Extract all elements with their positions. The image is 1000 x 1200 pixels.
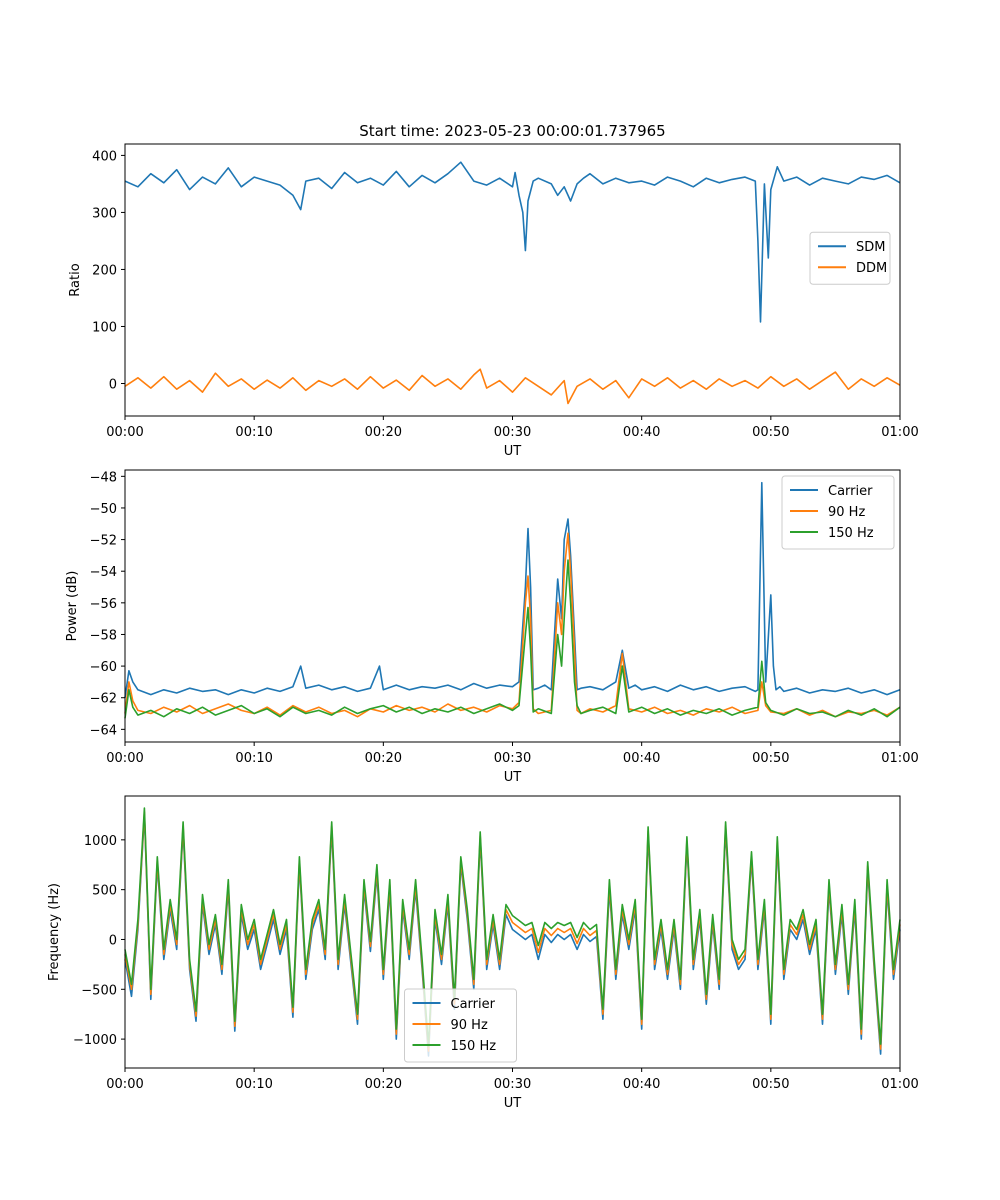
- ratio-x-axis-label: UT: [504, 444, 522, 459]
- power-y-tick-label: −56: [90, 597, 117, 612]
- frequency-x-tick-label: 00:20: [365, 1077, 402, 1092]
- power-y-tick-label: −50: [90, 502, 117, 517]
- ratio-series-line-sdm: [124, 161, 901, 323]
- ratio-x-tick-label: 00:50: [752, 425, 789, 440]
- frequency-x-axis-label: UT: [504, 1096, 522, 1111]
- power-x-axis-label: UT: [504, 770, 522, 785]
- frequency-legend-box: [404, 988, 517, 1063]
- power-legend-label: 90 Hz: [828, 505, 865, 520]
- power-x-tick-label: 00:10: [235, 751, 272, 766]
- ratio-legend-label: SDM: [856, 240, 885, 255]
- ratio-x-tick-label: 00:20: [365, 425, 402, 440]
- frequency-y-tick-label: 500: [92, 884, 117, 899]
- ratio-x-tick-label: 00:00: [106, 425, 143, 440]
- frequency-x-tick-label: 00:50: [752, 1077, 789, 1092]
- chart-title: Start time: 2023-05-23 00:00:01.737965: [359, 122, 665, 140]
- frequency-legend-label: 150 Hz: [451, 1039, 497, 1054]
- frequency-x-tick-label: 00:00: [106, 1077, 143, 1092]
- power-x-tick-label: 01:00: [881, 751, 918, 766]
- frequency-series-line-150-hz: [124, 807, 901, 1047]
- ratio-legend-label: DDM: [856, 261, 887, 276]
- frequency-legend: Carrier 90 Hz 150 Hz: [404, 988, 517, 1063]
- frequency-y-tick-label: −500: [81, 983, 117, 998]
- frequency-x-tick-label: 01:00: [881, 1077, 918, 1092]
- ratio-series-line-ddm: [124, 368, 901, 405]
- frequency-y-tick-label: −1000: [73, 1033, 117, 1048]
- ratio-y-tick-label: 400: [92, 149, 117, 164]
- ratio-y-axis-label: Ratio: [68, 263, 83, 296]
- power-x-tick-label: 00:40: [623, 751, 660, 766]
- ratio-x-tick-label: 00:30: [494, 425, 531, 440]
- frequency-panel: 00:00 00:10 00:20 00:30 00:40 00:50 01:00 −1000…: [47, 795, 919, 1111]
- frequency-y-tick-label: 1000: [84, 834, 117, 849]
- ratio-y-tick-label: 300: [92, 206, 117, 221]
- power-y-tick-label: −58: [90, 628, 117, 643]
- frequency-y-axis-label: Frequency (Hz): [47, 883, 62, 981]
- power-legend-box: [781, 475, 895, 550]
- frequency-legend-label: Carrier: [451, 997, 496, 1012]
- power-x-tick-label: 00:30: [494, 751, 531, 766]
- ratio-legend: SDM DDM: [809, 231, 891, 285]
- frequency-x-tick-label: 00:40: [623, 1077, 660, 1092]
- frequency-x-tick-label: 00:30: [494, 1077, 531, 1092]
- power-y-tick-label: −64: [90, 723, 117, 738]
- power-y-tick-label: −60: [90, 660, 117, 675]
- power-y-tick-label: −54: [90, 565, 117, 580]
- power-y-tick-label: −48: [90, 470, 117, 485]
- ratio-x-tick-label: 00:10: [235, 425, 272, 440]
- ratio-panel: 00:00 00:10 00:20 00:30 00:40 00:50 01:00 0 100 2…: [68, 143, 919, 459]
- power-series-line-carrier: [124, 481, 901, 698]
- ratio-y-tick-label: 0: [109, 377, 117, 392]
- power-x-tick-label: 00:00: [106, 751, 143, 766]
- ratio-x-tick-label: 01:00: [881, 425, 918, 440]
- power-x-tick-label: 00:50: [752, 751, 789, 766]
- power-panel: 00:00 00:10 00:20 00:30 00:40 00:50 01:00 −64 −6…: [65, 469, 919, 785]
- power-legend-label: Carrier: [828, 484, 873, 499]
- power-series-line-150-hz: [124, 559, 901, 719]
- frequency-y-tick-label: 0: [109, 933, 117, 948]
- power-legend-label: 150 Hz: [828, 526, 874, 541]
- power-y-axis-label: Power (dB): [65, 571, 80, 642]
- ratio-x-tick-label: 00:40: [623, 425, 660, 440]
- frequency-legend-label: 90 Hz: [451, 1018, 488, 1033]
- power-x-tick-label: 00:20: [365, 751, 402, 766]
- ratio-y-tick-label: 100: [92, 320, 117, 335]
- power-y-tick-label: −62: [90, 692, 117, 707]
- power-y-tick-label: −52: [90, 534, 117, 549]
- frequency-x-tick-label: 00:10: [235, 1077, 272, 1092]
- ratio-y-tick-label: 200: [92, 263, 117, 278]
- power-legend: Carrier 90 Hz 150 Hz: [781, 475, 895, 550]
